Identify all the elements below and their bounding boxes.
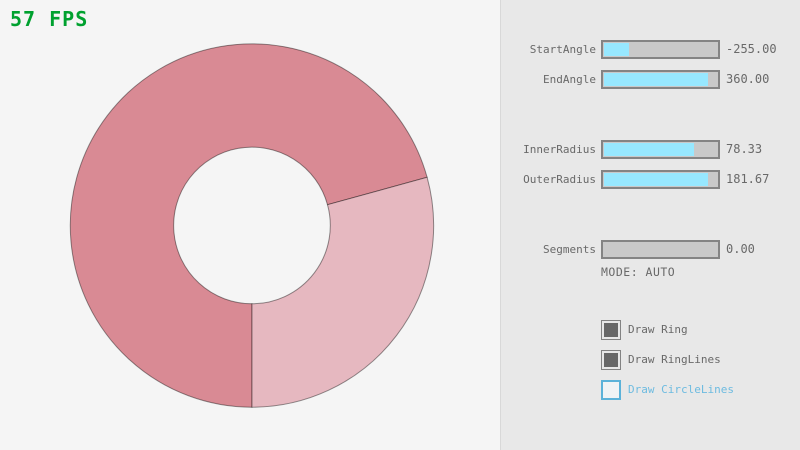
slider-segments[interactable] bbox=[601, 240, 720, 259]
slider-outer-radius[interactable] bbox=[601, 170, 720, 189]
ring-sector-dark-overlap bbox=[69, 43, 428, 408]
checkbox-label: Draw RingLines bbox=[628, 353, 721, 366]
mode-label: MODE: AUTO bbox=[601, 265, 676, 279]
slider-label: StartAngle bbox=[529, 43, 596, 56]
checkbox-row-draw-circlelines: Draw CircleLines bbox=[501, 380, 800, 400]
slider-row-end-angle: EndAngle 360.00 bbox=[501, 70, 800, 90]
slider-fill bbox=[604, 73, 708, 86]
slider-value: 78.33 bbox=[726, 142, 763, 156]
slider-inner-radius[interactable] bbox=[601, 140, 720, 159]
ring-sector-light-single bbox=[251, 176, 435, 408]
slider-row-outer-radius: OuterRadius 181.67 bbox=[501, 170, 800, 190]
slider-fill bbox=[604, 43, 629, 56]
slider-label: Segments bbox=[543, 243, 596, 256]
slider-label: EndAngle bbox=[543, 73, 596, 86]
slider-value: -255.00 bbox=[726, 42, 777, 56]
checkbox-label: Draw CircleLines bbox=[628, 383, 734, 396]
checkbox-row-draw-ringlines: Draw RingLines bbox=[501, 350, 800, 370]
slider-label: OuterRadius bbox=[523, 173, 596, 186]
checkbox-label: Draw Ring bbox=[628, 323, 688, 336]
slider-fill bbox=[604, 173, 709, 186]
slider-row-start-angle: StartAngle -255.00 bbox=[501, 40, 800, 60]
checkmark bbox=[604, 323, 618, 337]
slider-start-angle[interactable] bbox=[601, 40, 720, 59]
slider-row-segments: Segments 0.00 bbox=[501, 240, 800, 260]
slider-row-inner-radius: InnerRadius 78.33 bbox=[501, 140, 800, 160]
checkmark bbox=[604, 353, 618, 367]
slider-end-angle[interactable] bbox=[601, 70, 720, 89]
slider-fill bbox=[604, 143, 695, 156]
ring-svg bbox=[69, 43, 435, 408]
slider-value: 181.67 bbox=[726, 172, 770, 186]
slider-value: 0.00 bbox=[726, 242, 755, 256]
control-panel: StartAngle -255.00 EndAngle 360.00 Inner… bbox=[500, 0, 800, 450]
checkbox-row-draw-ring: Draw Ring bbox=[501, 320, 800, 340]
checkbox-draw-circlelines[interactable] bbox=[601, 380, 621, 400]
slider-label: InnerRadius bbox=[523, 143, 596, 156]
slider-value: 360.00 bbox=[726, 72, 770, 86]
checkbox-draw-ring[interactable] bbox=[601, 320, 621, 340]
fps-counter: 57 FPS bbox=[10, 7, 89, 31]
checkbox-draw-ringlines[interactable] bbox=[601, 350, 621, 370]
